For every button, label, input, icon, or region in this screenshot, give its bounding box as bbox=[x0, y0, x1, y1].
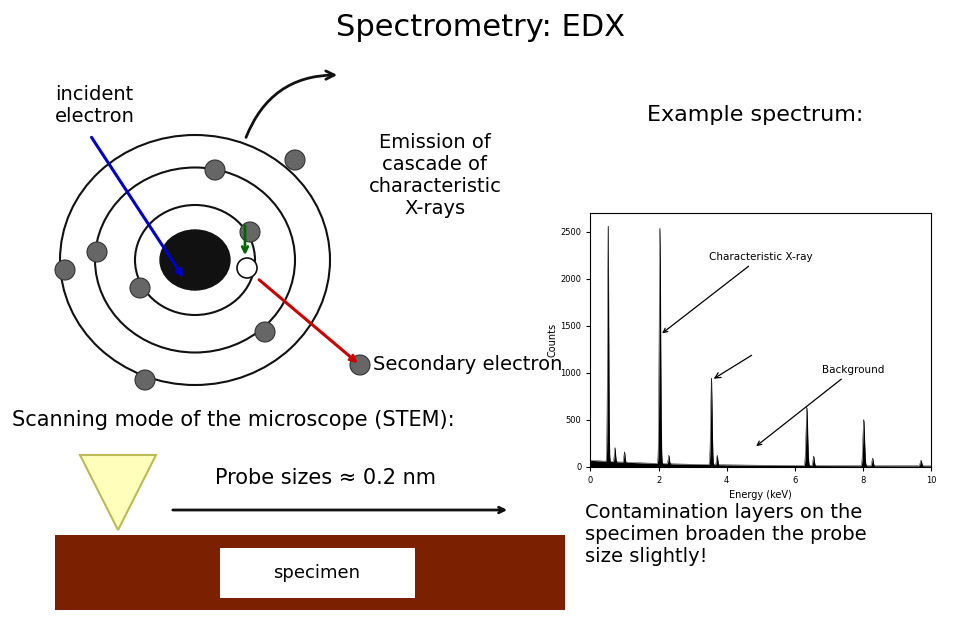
Circle shape bbox=[240, 222, 260, 242]
Text: incident
electron: incident electron bbox=[55, 84, 134, 126]
Text: Spectrometry: EDX: Spectrometry: EDX bbox=[335, 13, 625, 43]
Text: Scanning mode of the microscope (STEM):: Scanning mode of the microscope (STEM): bbox=[12, 410, 455, 430]
Text: Emission of
cascade of
characteristic
X-rays: Emission of cascade of characteristic X-… bbox=[369, 133, 501, 218]
Circle shape bbox=[350, 355, 370, 375]
X-axis label: Energy (keV): Energy (keV) bbox=[730, 490, 792, 500]
Circle shape bbox=[205, 160, 225, 180]
Text: specimen: specimen bbox=[274, 564, 361, 582]
Circle shape bbox=[135, 370, 155, 390]
Bar bbox=[55, 535, 565, 610]
Circle shape bbox=[255, 322, 275, 342]
Text: Background: Background bbox=[757, 364, 884, 445]
Circle shape bbox=[130, 278, 150, 298]
Text: Example spectrum:: Example spectrum: bbox=[647, 105, 863, 125]
Circle shape bbox=[87, 242, 107, 262]
Ellipse shape bbox=[160, 230, 230, 290]
Text: Contamination layers on the
specimen broaden the probe
size slightly!: Contamination layers on the specimen bro… bbox=[585, 504, 867, 566]
Circle shape bbox=[237, 258, 257, 278]
Text: Probe sizes ≈ 0.2 nm: Probe sizes ≈ 0.2 nm bbox=[215, 468, 436, 488]
Circle shape bbox=[285, 150, 305, 170]
Bar bbox=[220, 548, 415, 598]
Y-axis label: Counts: Counts bbox=[547, 323, 558, 357]
Text: Characteristic X-ray: Characteristic X-ray bbox=[663, 251, 812, 333]
Text: Secondary electron: Secondary electron bbox=[373, 356, 563, 375]
Polygon shape bbox=[80, 455, 156, 530]
FancyArrowPatch shape bbox=[246, 71, 334, 137]
Circle shape bbox=[55, 260, 75, 280]
